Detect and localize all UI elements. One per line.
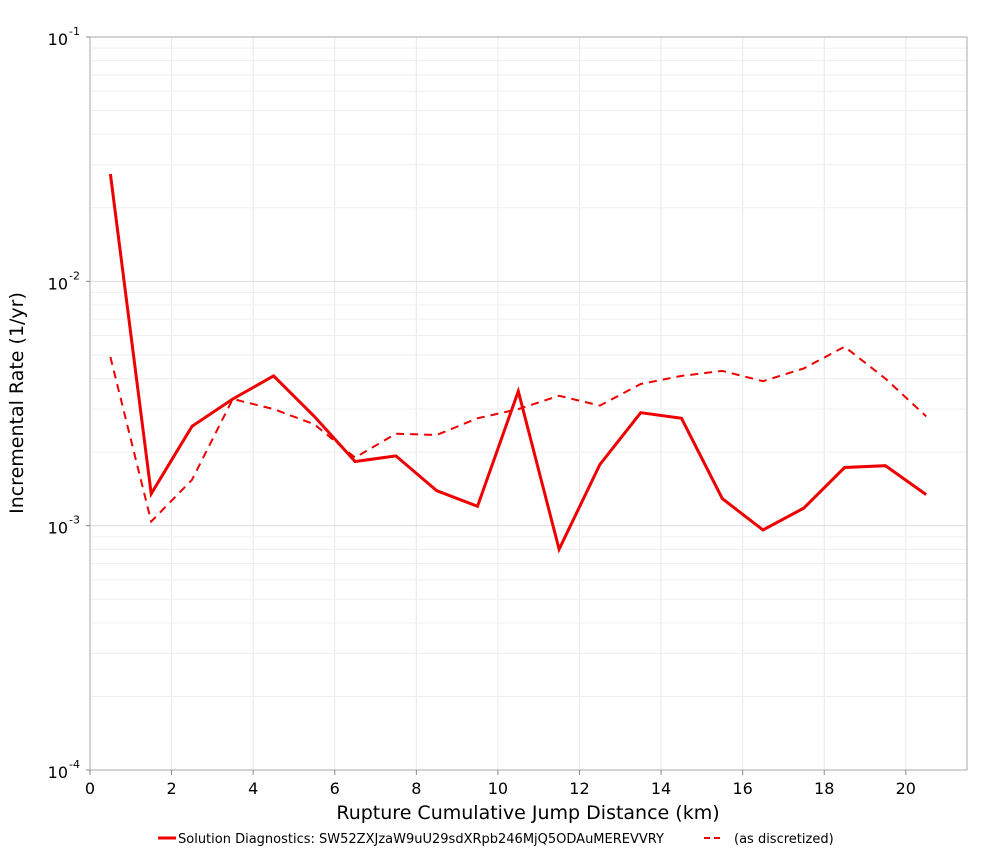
y-tick-exponent: -3 — [69, 514, 80, 527]
y-tick-label: 10 — [48, 30, 68, 49]
x-tick-label: 0 — [85, 779, 95, 798]
x-tick-label: 20 — [896, 779, 916, 798]
plot-frame — [89, 36, 968, 771]
x-axis-title: Rupture Cumulative Jump Distance (km) — [336, 802, 719, 824]
series-line-discretized — [109, 345, 927, 524]
x-axis-ticks: 0 2 4 6 8 10 12 14 16 18 20 — [85, 770, 916, 798]
y-tick-label: 10 — [48, 519, 68, 538]
x-tick-label: 12 — [569, 779, 589, 798]
series-layer — [108, 173, 928, 554]
x-tick-label: 2 — [166, 779, 176, 798]
y-tick-exponent: -2 — [69, 269, 80, 282]
x-tick-label: 6 — [330, 779, 340, 798]
series-line-solution — [108, 173, 928, 554]
x-tick-label: 10 — [488, 779, 508, 798]
x-tick-label: 14 — [651, 779, 671, 798]
grid — [90, 37, 967, 770]
x-tick-label: 16 — [732, 779, 752, 798]
y-tick-label: 10 — [48, 763, 68, 782]
y-axis-ticks: 10-410-310-210-1 — [48, 25, 90, 782]
x-tick-label: 4 — [248, 779, 258, 798]
x-tick-label: 8 — [411, 779, 421, 798]
legend: Solution Diagnostics: SW52ZXJzaW9uU29sdX… — [158, 832, 834, 847]
y-tick-exponent: -4 — [69, 758, 80, 771]
x-tick-label: 18 — [814, 779, 834, 798]
legend-label-solution: Solution Diagnostics: SW52ZXJzaW9uU29sdX… — [178, 832, 664, 847]
y-tick-exponent: -1 — [69, 25, 80, 38]
y-axis-title: Incremental Rate (1/yr) — [6, 292, 28, 514]
y-tick-label: 10 — [48, 274, 68, 293]
legend-label-discretized: (as discretized) — [734, 832, 834, 847]
plot-background — [90, 37, 967, 770]
